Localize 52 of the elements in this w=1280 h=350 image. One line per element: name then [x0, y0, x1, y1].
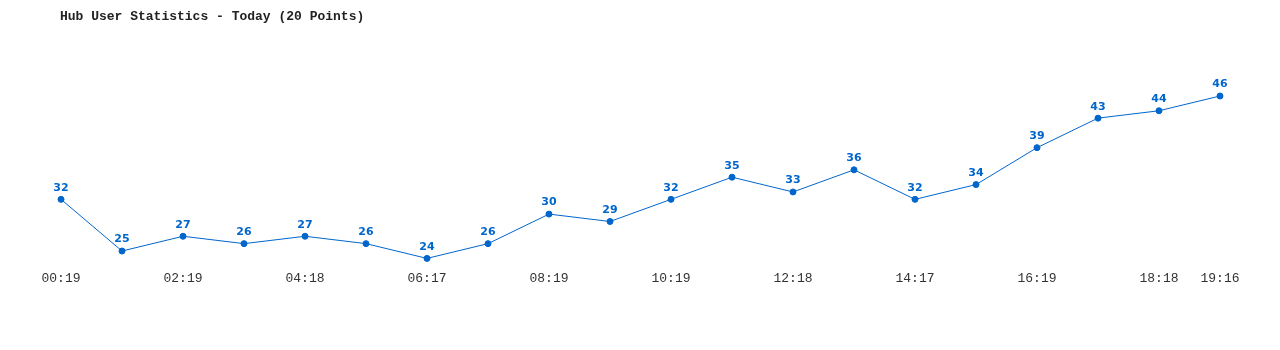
point: [545, 210, 553, 218]
point: [118, 247, 126, 255]
point: [1033, 144, 1041, 152]
data-label: 39: [1029, 129, 1045, 143]
point: [850, 166, 858, 174]
point: [179, 232, 187, 240]
data-label: 25: [114, 232, 130, 246]
data-label: 24: [419, 239, 435, 253]
data-label: 32: [53, 180, 69, 194]
data-label: 43: [1090, 99, 1106, 113]
x-tick-label: 02:19: [163, 270, 203, 286]
chart-title: Hub User Statistics - Today (20 Points): [60, 9, 365, 24]
data-label: 32: [663, 180, 679, 194]
data-label: 27: [175, 217, 191, 231]
data-label: 35: [724, 158, 740, 172]
point: [423, 254, 431, 262]
data-label: 29: [602, 202, 618, 216]
data-label: 32: [907, 180, 923, 194]
x-tick-label: 19:16: [1200, 270, 1240, 286]
data-label: 46: [1212, 77, 1228, 91]
data-label: 33: [785, 173, 801, 187]
point: [57, 195, 65, 203]
point: [911, 195, 919, 203]
x-tick-label: 00:19: [41, 270, 81, 286]
x-tick-label: 04:18: [285, 270, 325, 286]
point: [1216, 92, 1224, 100]
x-tick-label: 08:19: [529, 270, 569, 286]
data-label: 34: [968, 165, 984, 179]
x-tick-label: 10:19: [651, 270, 691, 286]
point: [1155, 107, 1163, 115]
point: [789, 188, 797, 196]
data-label: 30: [541, 195, 557, 209]
point: [301, 232, 309, 240]
x-tick-label: 06:17: [407, 270, 447, 286]
x-tick-label: 18:18: [1139, 270, 1179, 286]
data-label: 26: [358, 225, 374, 238]
data-label: 36: [846, 151, 862, 165]
point: [1094, 114, 1102, 122]
data-label: 27: [297, 217, 313, 231]
point: [240, 240, 248, 248]
data-label: 26: [236, 225, 252, 238]
point: [606, 217, 614, 225]
x-tick-label: 14:17: [895, 270, 935, 286]
point: [667, 195, 675, 203]
x-tick-label: 16:19: [1017, 270, 1057, 286]
point: [728, 173, 736, 181]
point: [484, 240, 492, 248]
point: [972, 181, 980, 189]
point: [362, 240, 370, 248]
data-label: 44: [1151, 92, 1167, 106]
data-label: 26: [480, 225, 496, 238]
x-tick-label: 12:18: [773, 270, 813, 286]
